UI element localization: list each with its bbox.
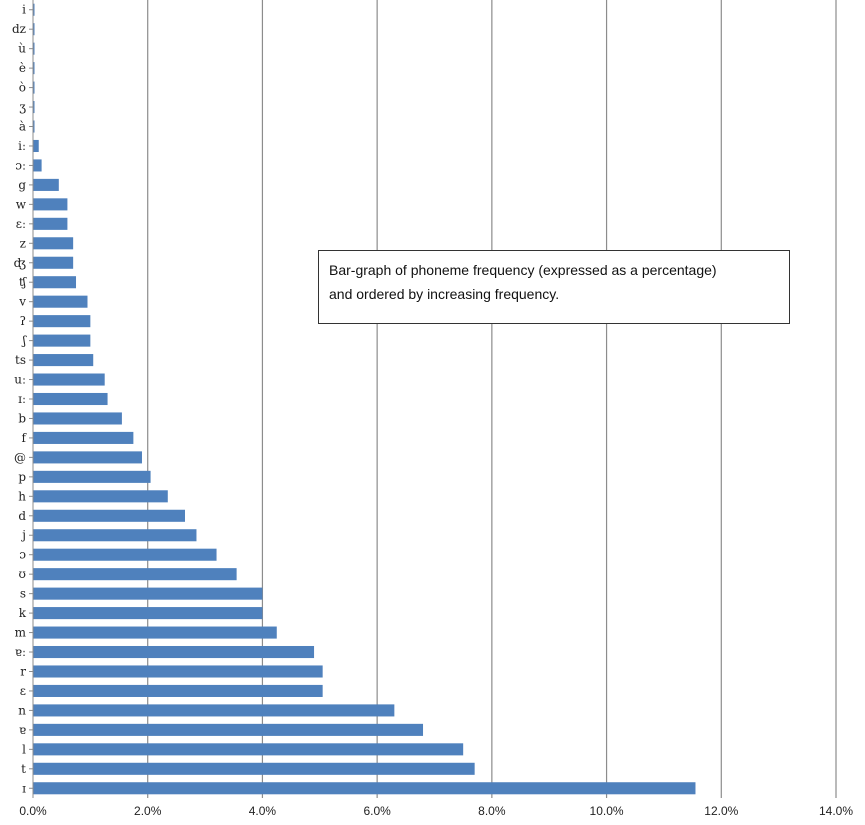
y-category-label: j xyxy=(20,528,26,542)
annotation-line-1: Bar-graph of phoneme frequency (expresse… xyxy=(329,262,717,278)
y-category-label: z xyxy=(20,236,26,250)
y-category-label: p xyxy=(18,470,26,484)
bar xyxy=(33,529,197,542)
annotation-line-2: and ordered by increasing frequency. xyxy=(329,286,560,302)
y-category-label: r xyxy=(20,664,26,678)
y-category-label: s xyxy=(20,587,26,601)
y-category-label: dz xyxy=(12,22,26,36)
y-category-label: iː xyxy=(18,139,26,153)
bar xyxy=(33,704,395,717)
bar xyxy=(33,256,74,269)
bar xyxy=(33,431,134,444)
y-category-label: @ xyxy=(14,450,26,464)
bar xyxy=(33,645,315,659)
y-category-label: ɐ xyxy=(19,723,26,737)
y-category-label: ʤ xyxy=(14,256,26,270)
bar xyxy=(33,42,35,55)
bar xyxy=(33,315,91,328)
bar xyxy=(33,743,464,756)
x-tick-label: 14.0% xyxy=(819,804,853,818)
x-tick-label: 0.0% xyxy=(19,804,47,818)
bar xyxy=(33,392,108,406)
bar xyxy=(33,782,696,795)
bar xyxy=(33,548,217,561)
y-category-label: b xyxy=(18,411,26,425)
y-category-label: ò xyxy=(19,81,26,95)
bar xyxy=(33,451,142,464)
y-category-label: ʧ xyxy=(19,275,27,289)
bar xyxy=(33,3,35,16)
y-category-label: ɪː xyxy=(18,392,26,406)
bars xyxy=(33,3,696,795)
y-category-label: uː xyxy=(14,373,26,387)
y-category-label: ts xyxy=(15,353,26,367)
bar xyxy=(33,412,122,425)
gridlines xyxy=(147,0,837,798)
bar xyxy=(33,81,35,94)
chart-annotation: Bar-graph of phoneme frequency (expresse… xyxy=(318,250,790,324)
y-category-label: è xyxy=(19,61,26,75)
y-category-label: ɪ xyxy=(22,781,26,795)
bar xyxy=(33,626,277,639)
y-category-label: ʒ xyxy=(19,100,26,114)
y-category-label: ʃ xyxy=(21,334,27,348)
bar xyxy=(33,587,263,600)
bar xyxy=(33,509,185,522)
y-category-label: w xyxy=(16,197,27,211)
y-category-label: ɛː xyxy=(16,217,26,231)
bar xyxy=(33,139,39,153)
x-tick-label: 6.0% xyxy=(363,804,391,818)
x-tick-label: 8.0% xyxy=(478,804,506,818)
y-category-label: i xyxy=(22,3,26,17)
y-category-label: f xyxy=(22,431,28,445)
bar xyxy=(33,178,59,191)
bar xyxy=(33,354,94,367)
y-category-label: ɔː xyxy=(15,158,26,172)
bar xyxy=(33,159,42,172)
y-category-label: ɐː xyxy=(15,645,26,659)
bar xyxy=(33,217,68,230)
bar xyxy=(33,665,323,678)
x-axis: 0.0% 2.0% 4.0% 6.0% 8.0% 10.0% 12.0% 14.0% xyxy=(19,804,853,818)
y-category-label: n xyxy=(18,703,26,717)
bar xyxy=(33,490,168,503)
bar xyxy=(33,568,237,581)
bar xyxy=(33,62,35,75)
bar xyxy=(33,237,74,250)
bar xyxy=(33,684,323,697)
y-category-label: k xyxy=(19,606,27,620)
y-category-label: ɔ xyxy=(19,548,26,562)
x-tick-label: 12.0% xyxy=(704,804,738,818)
y-category-label: ʔ xyxy=(20,314,26,328)
y-category-label: ɛ xyxy=(20,684,26,698)
x-tick-label: 4.0% xyxy=(249,804,277,818)
bar xyxy=(33,373,105,386)
y-category-label: t xyxy=(21,762,26,776)
y-category-label: ù xyxy=(18,42,26,56)
bar xyxy=(33,120,35,133)
bar xyxy=(33,762,475,775)
bar xyxy=(33,470,151,483)
bar xyxy=(33,23,35,36)
y-category-label: à xyxy=(19,120,26,134)
bar xyxy=(33,295,88,308)
y-category-label: m xyxy=(15,626,27,640)
bar xyxy=(33,101,35,114)
y-category-label: v xyxy=(18,295,26,309)
bar xyxy=(33,723,424,736)
bar xyxy=(33,607,263,620)
y-category-label: l xyxy=(22,742,26,756)
bar xyxy=(33,334,91,347)
bar xyxy=(33,198,68,211)
y-category-label: d xyxy=(18,509,26,523)
y-category-label: h xyxy=(18,489,26,503)
y-category-label: g xyxy=(18,178,26,192)
x-tick-label: 10.0% xyxy=(590,804,624,818)
bar xyxy=(33,276,77,289)
x-tick-label: 2.0% xyxy=(134,804,162,818)
y-category-label: ʊ xyxy=(19,567,26,581)
